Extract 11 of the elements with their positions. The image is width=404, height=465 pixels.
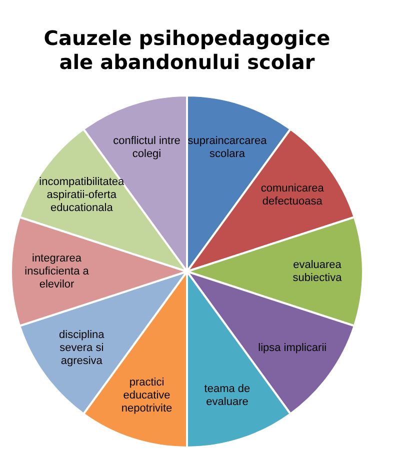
slice-label: integrarea insuficienta a elevilor <box>24 252 90 291</box>
slice-label: incompatibilitatea aspiratii-oferta educationala <box>39 176 126 214</box>
slice-label: comunicarea defectuoasa <box>260 182 325 208</box>
slice-label: conflictul intre colegi <box>113 135 180 160</box>
slice-label: teama de evaluare <box>204 382 250 408</box>
slice-label: evaluarea subiectiva <box>292 259 343 284</box>
slice-label: practici educative nepotrivite <box>121 376 172 414</box>
chart-title: Cauzele psihopedagogice ale abandonului scolar <box>44 26 330 74</box>
slice-label: disciplina severa si agresiva <box>59 329 106 368</box>
slice-label: lipsa implicarii <box>258 342 327 354</box>
slice-label: supraincarcarea scolara <box>188 135 268 160</box>
